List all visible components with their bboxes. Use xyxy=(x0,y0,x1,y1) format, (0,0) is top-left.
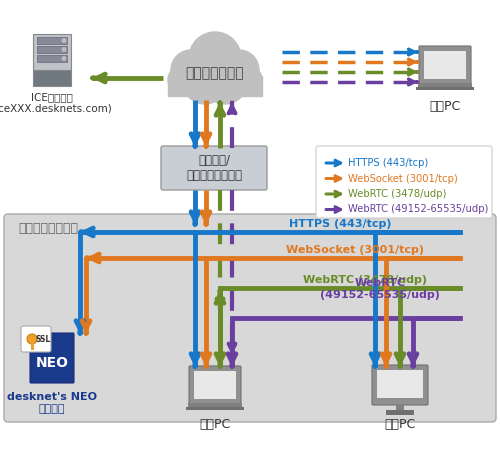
Circle shape xyxy=(219,50,259,90)
Circle shape xyxy=(168,65,198,95)
FancyBboxPatch shape xyxy=(189,366,241,404)
Text: ルーター/
ファイアウォール: ルーター/ ファイアウォール xyxy=(186,154,242,182)
Circle shape xyxy=(171,50,211,90)
Text: WebRTC (3478/udp): WebRTC (3478/udp) xyxy=(303,275,427,285)
Bar xyxy=(37,55,67,62)
Bar xyxy=(416,87,474,90)
Text: SSL: SSL xyxy=(36,335,52,344)
Bar xyxy=(168,76,262,96)
Circle shape xyxy=(232,65,262,95)
Text: 社内ネットワーク: 社内ネットワーク xyxy=(18,222,78,235)
Text: WebRTC (49152-65535/udp): WebRTC (49152-65535/udp) xyxy=(348,204,488,214)
FancyBboxPatch shape xyxy=(4,214,496,422)
FancyBboxPatch shape xyxy=(161,146,267,190)
Circle shape xyxy=(183,60,227,104)
Text: WebSocket (3001/tcp): WebSocket (3001/tcp) xyxy=(348,173,458,183)
FancyBboxPatch shape xyxy=(21,326,51,352)
Circle shape xyxy=(62,38,66,43)
Text: WebRTC (3478/udp): WebRTC (3478/udp) xyxy=(348,189,446,199)
Bar xyxy=(418,83,472,88)
Bar xyxy=(31,341,34,350)
Circle shape xyxy=(62,47,66,52)
Text: ICEサーバー
(iceXXX.desknets.com): ICEサーバー (iceXXX.desknets.com) xyxy=(0,92,112,114)
Circle shape xyxy=(62,56,66,61)
Bar xyxy=(194,371,236,399)
FancyBboxPatch shape xyxy=(419,46,471,84)
Text: NEO: NEO xyxy=(36,356,68,370)
Text: HTTPS (443/tcp): HTTPS (443/tcp) xyxy=(289,219,391,229)
Circle shape xyxy=(203,60,247,104)
Bar xyxy=(37,46,67,53)
Bar xyxy=(37,37,67,44)
Bar xyxy=(424,51,466,79)
Bar xyxy=(33,70,71,86)
Text: インターネット: インターネット xyxy=(186,66,244,80)
Text: desknet's NEO
サーバー: desknet's NEO サーバー xyxy=(7,392,97,414)
Bar xyxy=(186,407,244,410)
FancyBboxPatch shape xyxy=(372,365,428,405)
Bar xyxy=(377,370,423,398)
Text: 社内PC: 社内PC xyxy=(384,418,416,431)
FancyBboxPatch shape xyxy=(30,333,74,383)
Bar xyxy=(396,404,404,411)
Bar xyxy=(386,410,414,415)
FancyBboxPatch shape xyxy=(33,34,71,70)
FancyBboxPatch shape xyxy=(316,146,492,218)
Text: WebSocket (3001/tcp): WebSocket (3001/tcp) xyxy=(286,245,424,255)
Text: HTTPS (443/tcp): HTTPS (443/tcp) xyxy=(348,158,428,168)
Text: 社内PC: 社内PC xyxy=(200,418,230,431)
Circle shape xyxy=(189,32,241,84)
Text: WebRTC
(49152-65535/udp): WebRTC (49152-65535/udp) xyxy=(320,278,440,300)
Text: 社外PC: 社外PC xyxy=(430,100,460,113)
Bar xyxy=(188,403,242,408)
Circle shape xyxy=(27,334,37,344)
